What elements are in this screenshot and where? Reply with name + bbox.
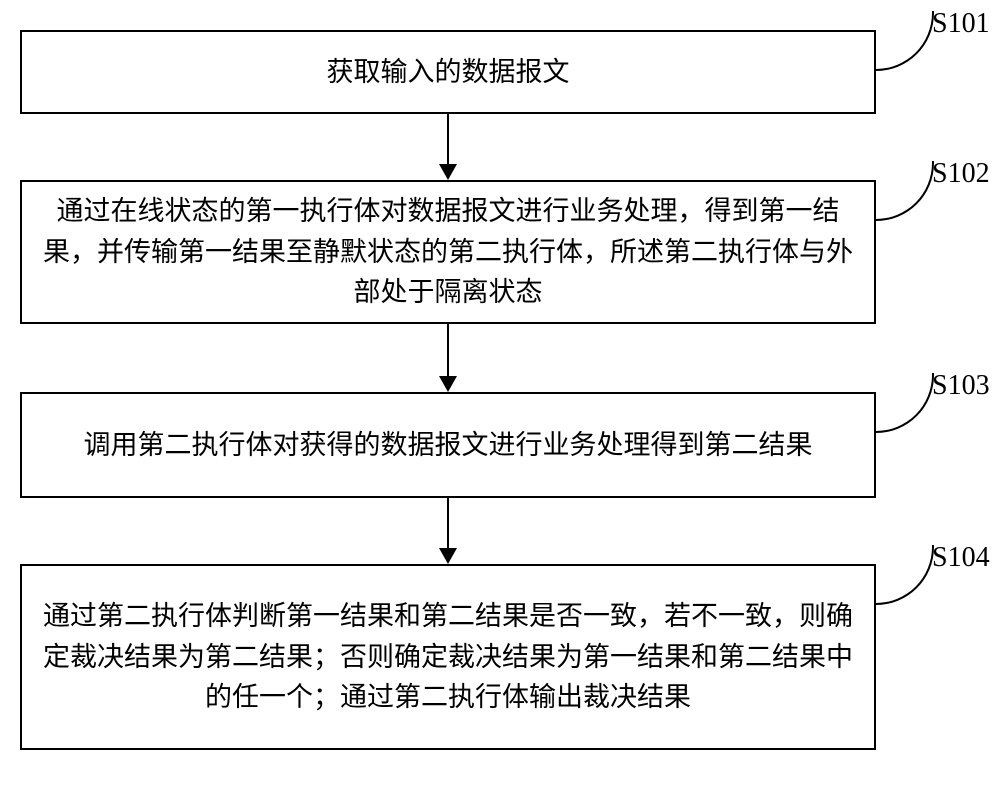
connector-curve-s103	[876, 373, 934, 433]
step-label-s104: S104	[932, 542, 990, 574]
flowchart-canvas: 获取输入的数据报文 S101 通过在线状态的第一执行体对数据报文进行业务处理，得到第…	[0, 0, 1000, 812]
step-label-s101: S101	[932, 8, 990, 40]
arrow-line-s101-s102	[447, 114, 449, 164]
step-label-s103: S103	[932, 370, 990, 402]
arrow-line-s102-s103	[447, 324, 449, 376]
connector-curve-s102	[876, 161, 934, 221]
step-box-s103: 调用第二执行体对获得的数据报文进行业务处理得到第二结果	[20, 392, 876, 498]
arrow-head-s102-s103	[439, 376, 457, 392]
step-label-s102: S102	[932, 158, 990, 190]
arrow-line-s103-s104	[447, 498, 449, 548]
connector-curve-s104	[876, 545, 934, 605]
step-box-s101: 获取输入的数据报文	[20, 30, 876, 114]
step-text-s101: 获取输入的数据报文	[327, 52, 570, 93]
arrow-head-s101-s102	[439, 164, 457, 180]
connector-curve-s101	[876, 11, 934, 71]
arrow-head-s103-s104	[439, 548, 457, 564]
step-text-s104: 通过第二执行体判断第一结果和第二结果是否一致，若不一致，则确定裁决结果为第二结果…	[38, 596, 858, 718]
step-box-s104: 通过第二执行体判断第一结果和第二结果是否一致，若不一致，则确定裁决结果为第二结果…	[20, 564, 876, 750]
step-text-s103: 调用第二执行体对获得的数据报文进行业务处理得到第二结果	[84, 425, 813, 466]
step-text-s102: 通过在线状态的第一执行体对数据报文进行业务处理，得到第一结果，并传输第一结果至静…	[38, 191, 858, 313]
step-box-s102: 通过在线状态的第一执行体对数据报文进行业务处理，得到第一结果，并传输第一结果至静…	[20, 180, 876, 324]
